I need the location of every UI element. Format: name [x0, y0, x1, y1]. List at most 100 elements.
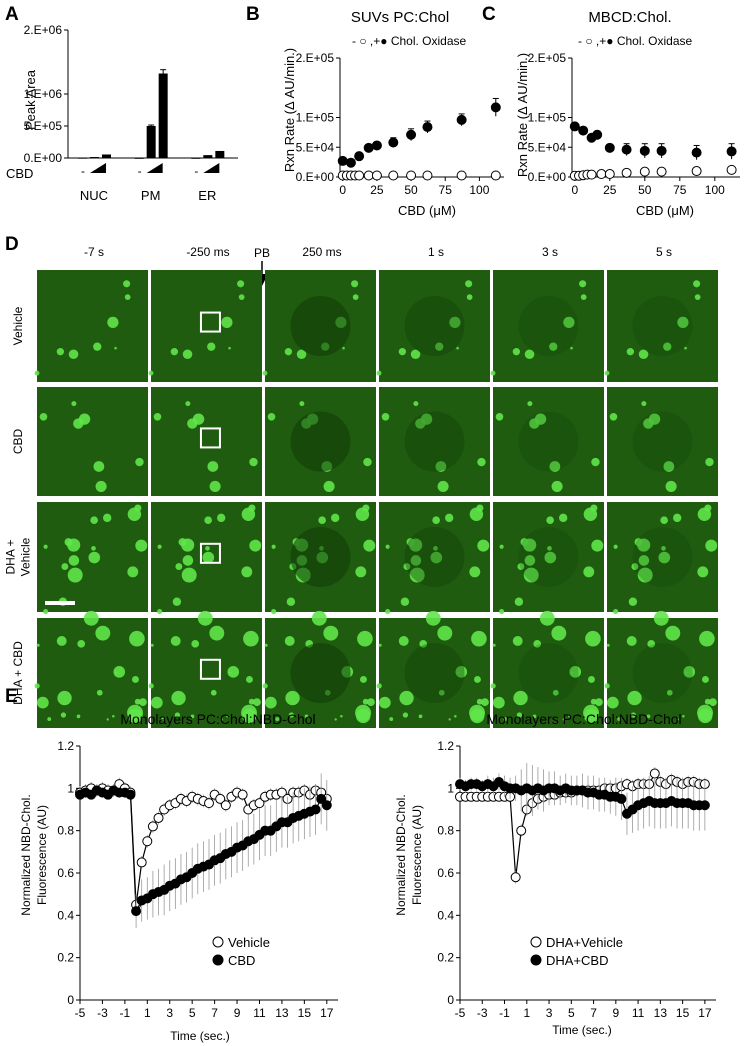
panel-c-xlabel: CBD (μM)	[636, 203, 694, 218]
fluorescent-spot	[56, 348, 65, 356]
fluorescent-spot	[161, 717, 166, 722]
panel-e-y-tick-label: 0.8	[57, 824, 74, 838]
fluorescent-spot	[469, 704, 485, 721]
fluorescent-spot	[135, 457, 144, 467]
condition-label: CBD	[11, 429, 25, 455]
panel-a-bar	[78, 157, 87, 159]
panel-c-point	[621, 144, 632, 155]
fluorescent-spot	[604, 370, 610, 376]
timepoint-label: 5 s	[656, 245, 672, 259]
panel-letter-c: C	[482, 4, 496, 25]
condition-label-line: DHA + CBD	[11, 641, 25, 705]
fluorescent-spot	[432, 516, 440, 525]
fluorescent-spot	[437, 625, 453, 641]
micrograph-tile	[37, 270, 148, 382]
bleached-region	[404, 296, 465, 356]
fluorescent-spot	[697, 507, 712, 521]
panel-f-point	[616, 793, 627, 804]
fluorescent-spot	[60, 712, 67, 718]
fluorescent-spot	[516, 712, 523, 718]
fluorescent-spot	[227, 666, 240, 678]
fluorescent-spot	[245, 676, 253, 683]
fluorescent-spot	[262, 370, 268, 376]
panel-c-ylabel: Rxn Rate (Δ AU/min.)	[515, 53, 530, 177]
fluorescent-spot	[677, 316, 689, 329]
fluorescent-spot	[262, 683, 268, 689]
fluorescent-spot	[683, 666, 696, 678]
fluorescent-spot	[95, 625, 111, 641]
panel-c-point	[726, 146, 737, 157]
panel-f-x-tick-label: 17	[698, 1006, 712, 1020]
fluorescent-spot	[409, 538, 423, 552]
fluorescent-spot	[551, 625, 567, 641]
panel-b-point	[354, 170, 365, 181]
panel-f-timecourse: Monolayers PC:Chol:NBD-Chol Normalized N…	[394, 711, 716, 1037]
fluorescent-spot	[209, 480, 221, 492]
fluorescent-spot	[562, 718, 565, 721]
panel-e-y-tick-label: 0.2	[57, 951, 74, 965]
panel-b-point	[371, 140, 382, 151]
fluorescent-spot	[549, 342, 558, 351]
panel-c-x-tick-label: 75	[673, 183, 687, 197]
panel-a-bar	[191, 157, 201, 159]
panel-e-legend-marker	[212, 954, 224, 966]
panel-b-y-tick-label: 1.E+05	[296, 111, 335, 125]
fluorescent-spot	[352, 294, 359, 300]
fluorescent-spot	[271, 544, 276, 549]
fluorescent-spot	[127, 704, 143, 721]
panel-b-x-tick-label: 0	[339, 183, 346, 197]
panel-a-bar	[215, 150, 225, 158]
bleached-region	[632, 296, 693, 356]
bleached-region	[404, 411, 465, 472]
panel-a-cbd-wedge	[90, 163, 106, 173]
bleached-region	[518, 296, 579, 356]
panel-c-x-tick-label: 50	[638, 183, 652, 197]
panel-b-y-tick-label: 5.E+04	[296, 140, 335, 154]
panel-e-point	[131, 906, 142, 917]
fluorescent-spot	[638, 349, 649, 360]
fluorescent-spot	[682, 714, 685, 718]
bleached-region	[290, 643, 351, 703]
panel-e-timecourse: Monolayers PC:Chol:NBD-Chol Normalized N…	[19, 711, 338, 1043]
fluorescent-spot	[357, 630, 373, 647]
fluorescent-spot	[267, 413, 276, 421]
panel-b-point	[490, 170, 501, 181]
fluorescent-spot	[465, 280, 473, 288]
panel-a-group-label: ER	[198, 188, 216, 203]
fluorescent-spot	[579, 280, 587, 288]
timepoint-label: 250 ms	[302, 245, 341, 259]
panel-c-point	[656, 145, 667, 156]
panel-e-point	[142, 836, 153, 847]
fluorescent-spot	[207, 461, 219, 472]
fluorescent-spot	[454, 714, 457, 718]
fluorescent-spot	[547, 546, 552, 551]
fluorescent-spot	[56, 636, 67, 646]
fluorescent-spot	[202, 551, 215, 564]
fluorescent-spot	[131, 676, 139, 683]
panel-e-legend-label: Vehicle	[228, 935, 270, 950]
fluorescent-spot	[539, 610, 555, 626]
fluorescent-spot	[102, 513, 112, 523]
panel-c-point	[691, 166, 702, 177]
panel-e-y-tick-label: 0.6	[57, 866, 74, 880]
panel-b-point	[388, 170, 399, 181]
fluorescent-spot	[78, 413, 91, 425]
fluorescent-spot	[127, 507, 142, 521]
fluorescent-spot	[229, 671, 232, 675]
fluorescent-spot	[666, 689, 673, 696]
panel-c-point	[586, 169, 597, 180]
fluorescent-spot	[532, 714, 537, 719]
fluorescent-spot	[363, 539, 376, 552]
panel-c-point	[639, 166, 650, 177]
panel-c-point	[596, 169, 607, 180]
fluorescent-spot	[153, 413, 162, 421]
panel-b-xlabel: CBD (μM)	[398, 203, 456, 218]
fluorescent-spot	[527, 401, 533, 407]
fluorescent-spot	[76, 714, 81, 719]
bleached-region	[518, 527, 579, 587]
panel-e-point	[204, 798, 214, 809]
fluorescent-spot	[512, 348, 521, 356]
fluorescent-spot	[93, 342, 102, 351]
fluorescent-spot	[708, 698, 717, 707]
condition-label-line: Vehicle	[11, 306, 25, 345]
